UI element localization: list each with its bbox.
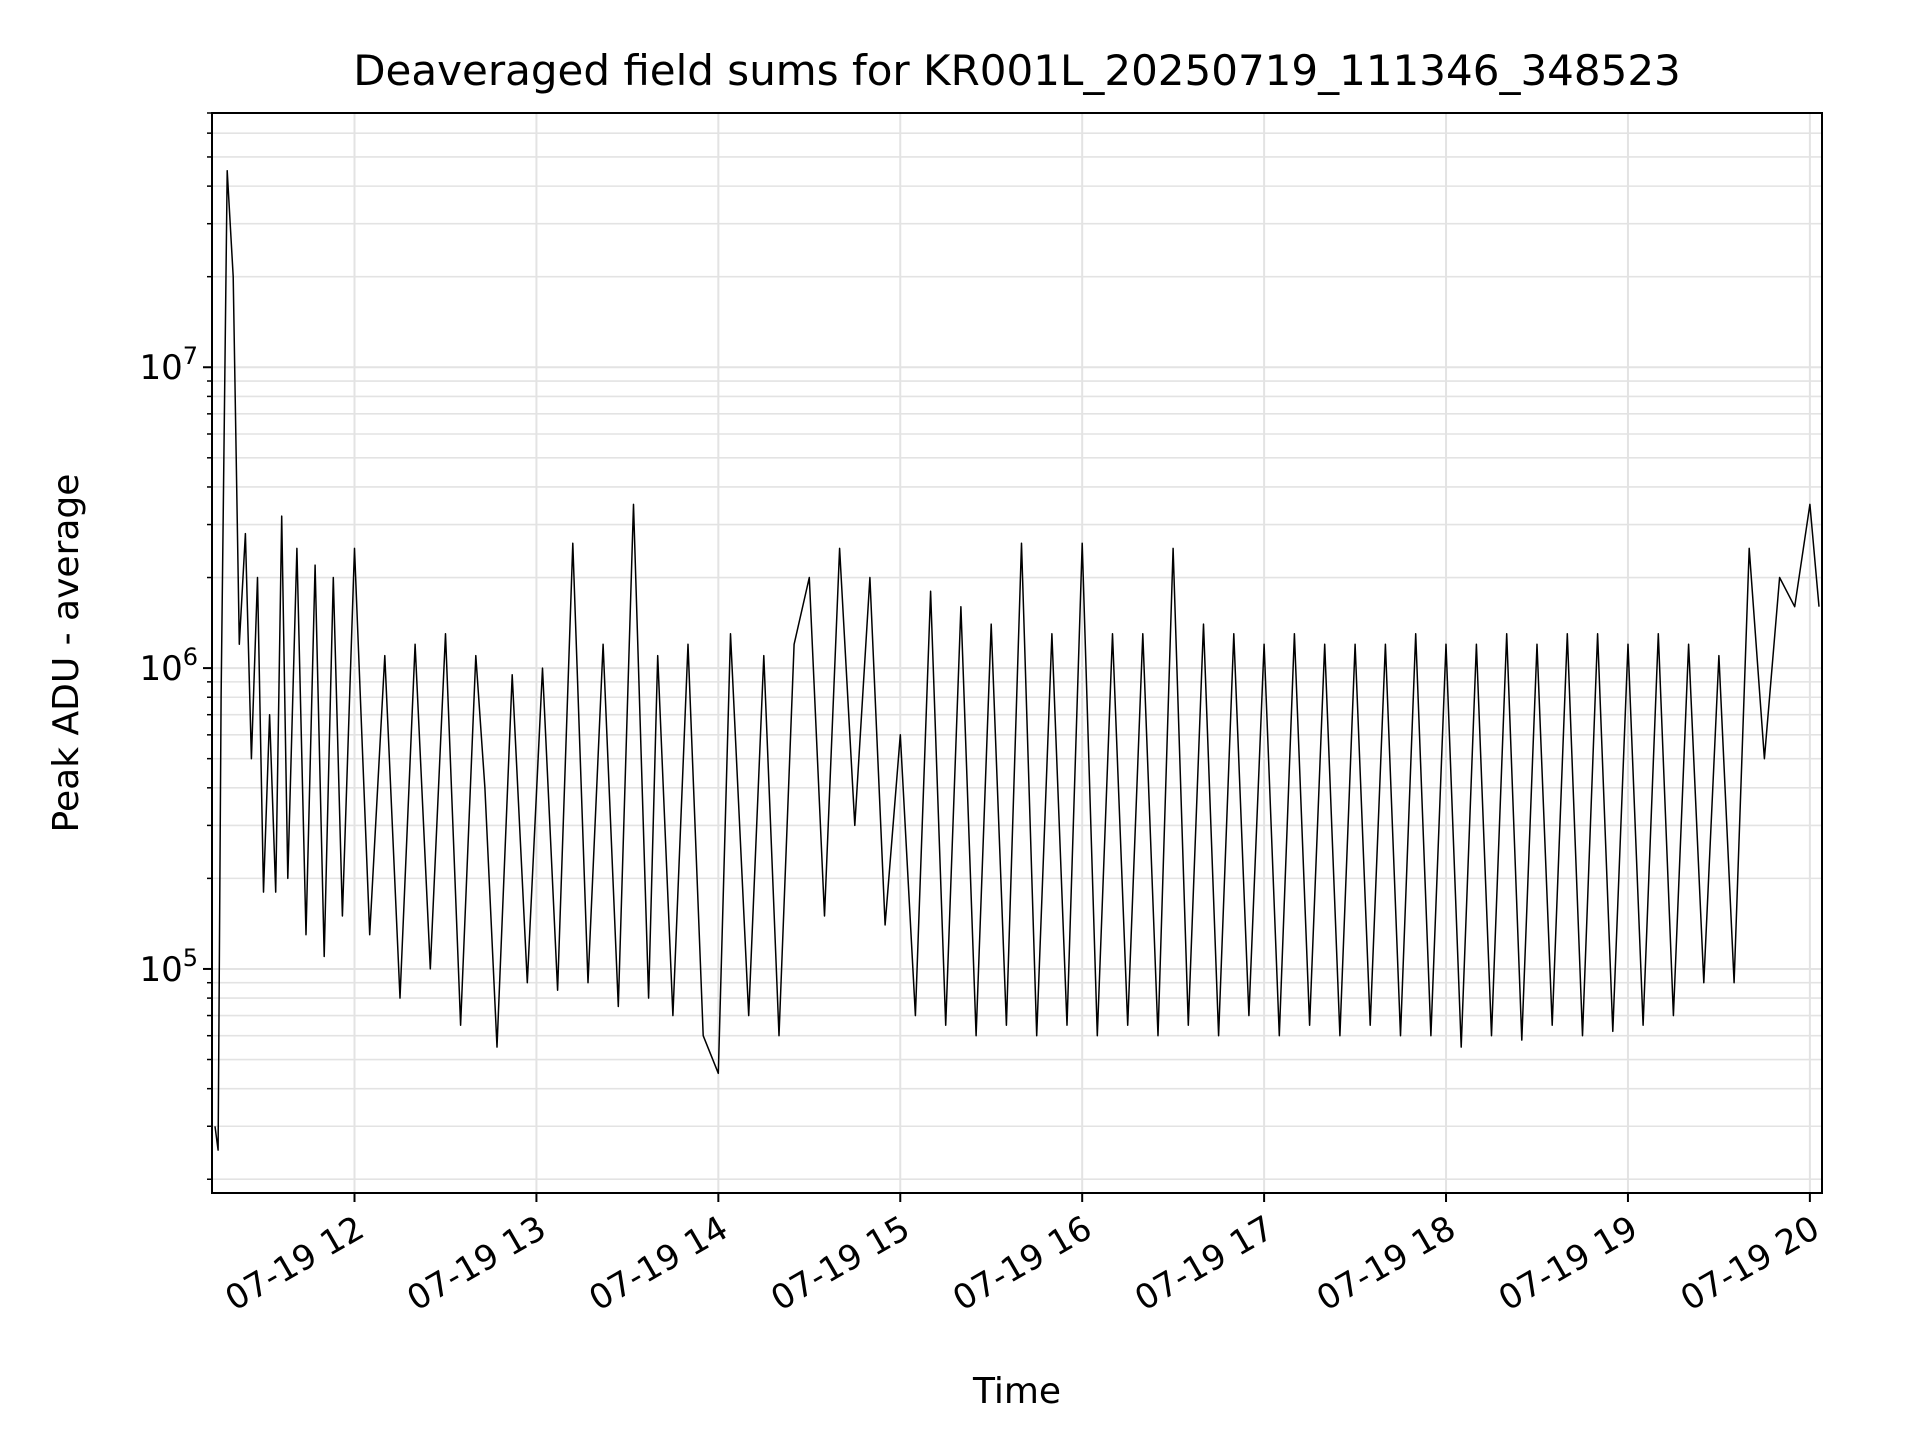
y-tick-label-exponent: 7 bbox=[183, 342, 198, 370]
y-tick-label-exponent: 6 bbox=[183, 643, 198, 671]
data-series-layer bbox=[214, 169, 1820, 1151]
y-tick-label-base: 10 bbox=[139, 950, 182, 990]
series-line bbox=[214, 169, 1820, 1151]
y-tick-label-base: 10 bbox=[139, 649, 182, 689]
y-tick-label-exponent: 5 bbox=[183, 944, 198, 972]
grid-lines bbox=[212, 112, 1822, 1193]
x-axis-label: Time bbox=[972, 1371, 1061, 1412]
chart-title: Deaveraged field sums for KR001L_2025071… bbox=[353, 46, 1681, 95]
y-tick-label-base: 10 bbox=[139, 348, 182, 388]
plot-frame bbox=[211, 112, 1823, 1194]
y-axis-label: Peak ADU - average bbox=[46, 474, 87, 833]
y-tick-label: 107 bbox=[139, 342, 198, 388]
y-tick-label: 106 bbox=[139, 643, 198, 689]
y-tick-label: 105 bbox=[139, 944, 198, 990]
